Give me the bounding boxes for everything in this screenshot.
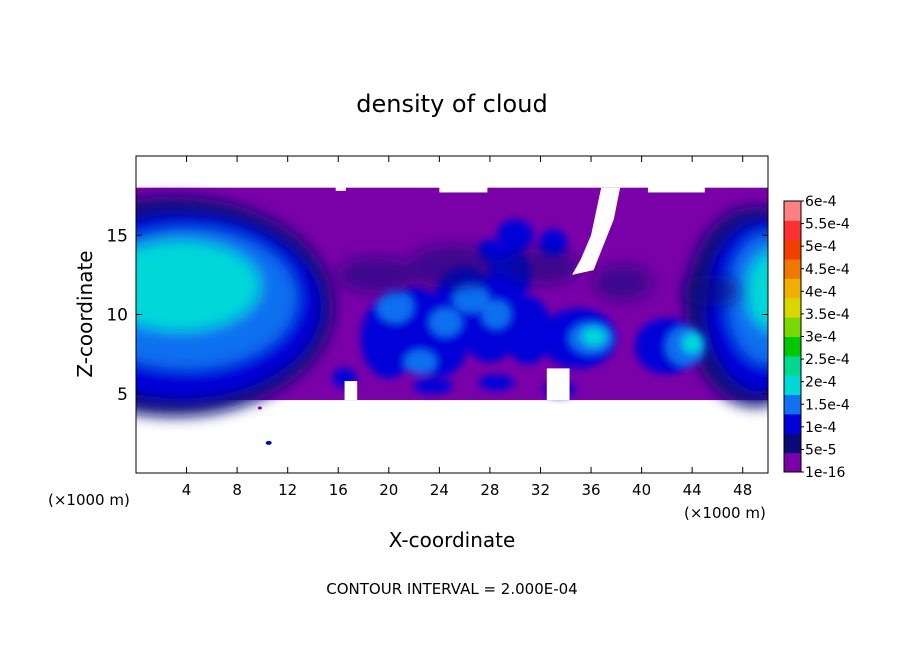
- colorbar-label: 2.5e-4: [805, 352, 850, 368]
- left-cell: [136, 196, 334, 417]
- x-tick-label: 44: [683, 481, 702, 499]
- colorbar: 1e-16 5e-5 1e-4 1.5e-4 2e-4 2.5e-4 3e-4 3.5e-4 4…: [783, 194, 850, 481]
- stray-cloud: [265, 440, 272, 445]
- x-tick-label: 48: [733, 481, 752, 499]
- x-tick-label: 36: [581, 481, 600, 499]
- x-tick-label: 12: [278, 481, 297, 499]
- colorbar-label: 6e-4: [805, 194, 837, 210]
- stray-cloud: [257, 406, 262, 410]
- x-tick-label: 20: [379, 481, 398, 499]
- colorbar-swatch: [784, 375, 801, 396]
- y-axis-label: Z-coordinate: [73, 250, 97, 377]
- right-cell: [685, 206, 768, 407]
- colorbar-swatch: [784, 201, 801, 221]
- clear-air-gaps: [335, 182, 705, 401]
- colorbar-label: 5e-5: [805, 442, 836, 458]
- colorbar-label: 1e-16: [805, 465, 845, 481]
- colorbar-swatch: [784, 355, 801, 376]
- colorbar-swatch: [784, 336, 801, 357]
- x-unit-left: (×1000 m): [48, 491, 130, 509]
- x-axis-label: X-coordinate: [389, 528, 516, 552]
- x-tick-label: 40: [632, 481, 651, 499]
- colorbar-swatch: [784, 413, 801, 434]
- colorbar-label: 1.5e-4: [805, 397, 850, 413]
- colorbar-swatch: [784, 239, 801, 260]
- colorbar-swatch: [784, 278, 801, 299]
- colorbar-label: 5e-4: [805, 239, 837, 255]
- colorbar-swatch: [784, 394, 801, 415]
- x-unit-right: (×1000 m): [684, 504, 766, 522]
- x-tick-label: 16: [329, 481, 348, 499]
- chart-title: density of cloud: [356, 90, 547, 118]
- colorbar-swatch: [784, 452, 801, 473]
- colorbar-swatch: [784, 297, 801, 318]
- colorbar-label: 1e-4: [805, 420, 837, 436]
- x-tick-label: 8: [232, 481, 242, 499]
- upper-fringe: [336, 244, 742, 307]
- x-tick-label: 24: [430, 481, 449, 499]
- y-tick-label: 5: [117, 385, 128, 405]
- x-tick-label: 4: [182, 481, 192, 499]
- colorbar-label: 3.5e-4: [805, 307, 850, 323]
- colorbar-swatch: [784, 220, 801, 241]
- colorbar-label: 4.5e-4: [805, 262, 850, 278]
- y-tick-label: 10: [106, 306, 128, 326]
- colorbar-swatch: [784, 433, 801, 454]
- cloud-density-field: [136, 182, 768, 445]
- colorbar-label: 3e-4: [805, 330, 837, 346]
- colorbar-label: 4e-4: [805, 284, 837, 300]
- colorbar-label: 5.5e-4: [805, 217, 850, 233]
- colorbar-swatch: [784, 317, 801, 337]
- colorbar-swatch: [784, 259, 801, 279]
- footer-note: CONTOUR INTERVAL = 2.000E-04: [326, 580, 577, 598]
- y-tick-label: 15: [106, 226, 128, 246]
- x-tick-label: 32: [531, 481, 550, 499]
- colorbar-label: 2e-4: [805, 375, 837, 391]
- x-tick-label: 28: [480, 481, 499, 499]
